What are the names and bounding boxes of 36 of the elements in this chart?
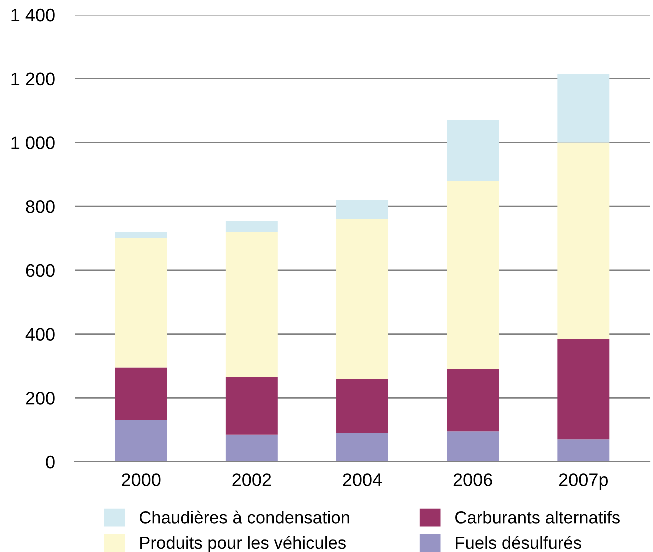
- bar: [447, 181, 500, 370]
- y-tick-label: 800: [26, 200, 55, 214]
- bar: [226, 232, 278, 378]
- x-tick-label: 2007p: [559, 474, 608, 490]
- x-tick-label: 2004: [343, 474, 382, 486]
- bar: [336, 200, 388, 220]
- bar: [558, 142, 610, 340]
- bar: [226, 220, 278, 232]
- bar: [558, 339, 610, 440]
- bar: [115, 420, 168, 462]
- bar: [447, 432, 500, 462]
- x-tick-label: 2002: [232, 474, 272, 486]
- bar: [447, 369, 500, 432]
- bar: [115, 368, 168, 420]
- y-tick-label: 1 400: [12, 8, 55, 22]
- x-tick-label: 2006: [454, 474, 492, 486]
- legend-label: Carburants alternatifs: [456, 511, 620, 524]
- x-tick-label: 2000: [122, 474, 161, 486]
- bar: [447, 120, 500, 182]
- bar: [336, 219, 388, 379]
- y-tick-label: 1 200: [12, 72, 55, 86]
- y-tick-label: 600: [26, 264, 55, 278]
- y-tick-label: 0: [46, 456, 55, 469]
- y-tick-label: 200: [26, 392, 55, 405]
- bar: [115, 238, 168, 368]
- bar: [115, 232, 168, 238]
- y-tick-label: 1 000: [12, 136, 55, 150]
- bar: [226, 377, 278, 435]
- bar: [336, 433, 388, 462]
- bar: [558, 74, 610, 143]
- bar: [558, 440, 610, 462]
- y-tick-label: 400: [26, 328, 55, 342]
- legend-label: Chaudières à condensation: [140, 510, 350, 524]
- bar: [336, 378, 388, 434]
- bar: [226, 434, 278, 462]
- legend-label: Fuels désulfurés: [456, 536, 582, 550]
